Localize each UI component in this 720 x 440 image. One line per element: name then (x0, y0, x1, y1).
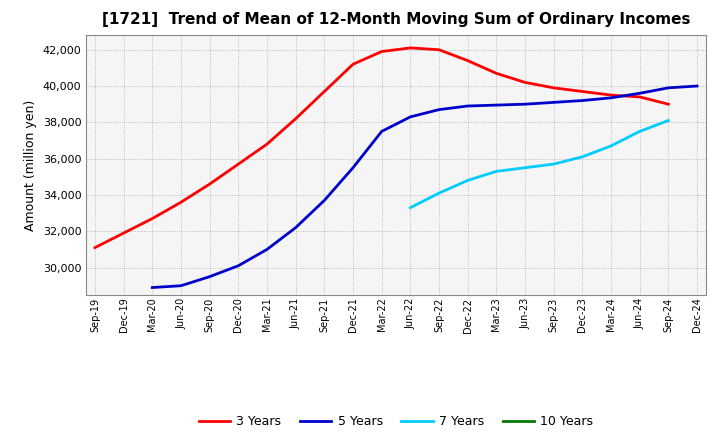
3 Years (406, 45, 415, 51)
3 Years (664, 102, 672, 107)
Y-axis label: Amount (million yen): Amount (million yen) (24, 99, 37, 231)
3 Years (120, 231, 128, 236)
5 Years (320, 198, 328, 203)
Line: 3 Years: 3 Years (95, 48, 668, 248)
5 Years (348, 165, 357, 170)
7 Years (435, 191, 444, 196)
5 Years (549, 100, 558, 105)
3 Years (549, 85, 558, 91)
3 Years (607, 92, 616, 98)
3 Years (377, 49, 386, 54)
3 Years (234, 161, 243, 167)
3 Years (176, 200, 185, 205)
Line: 5 Years: 5 Years (153, 86, 697, 287)
5 Years (148, 285, 157, 290)
5 Years (234, 263, 243, 268)
7 Years (521, 165, 529, 170)
3 Years (91, 245, 99, 250)
3 Years (635, 94, 644, 99)
3 Years (263, 142, 271, 147)
3 Years (292, 116, 300, 121)
5 Years (492, 103, 500, 108)
7 Years (549, 161, 558, 167)
3 Years (521, 80, 529, 85)
5 Years (377, 129, 386, 134)
3 Years (435, 47, 444, 52)
7 Years (492, 169, 500, 174)
Title: [1721]  Trend of Mean of 12-Month Moving Sum of Ordinary Incomes: [1721] Trend of Mean of 12-Month Moving … (102, 12, 690, 27)
5 Years (464, 103, 472, 109)
5 Years (578, 98, 587, 103)
3 Years (148, 216, 157, 221)
5 Years (205, 274, 214, 279)
7 Years (464, 178, 472, 183)
7 Years (406, 205, 415, 210)
3 Years (205, 181, 214, 187)
5 Years (406, 114, 415, 120)
5 Years (263, 247, 271, 252)
5 Years (664, 85, 672, 91)
5 Years (635, 91, 644, 96)
5 Years (693, 84, 701, 89)
5 Years (435, 107, 444, 112)
3 Years (578, 89, 587, 94)
Legend: 3 Years, 5 Years, 7 Years, 10 Years: 3 Years, 5 Years, 7 Years, 10 Years (194, 410, 598, 433)
5 Years (607, 95, 616, 100)
7 Years (635, 129, 644, 134)
7 Years (664, 118, 672, 123)
3 Years (492, 71, 500, 76)
Line: 7 Years: 7 Years (410, 121, 668, 208)
3 Years (464, 58, 472, 63)
5 Years (176, 283, 185, 288)
3 Years (348, 62, 357, 67)
7 Years (607, 143, 616, 149)
5 Years (292, 225, 300, 230)
7 Years (578, 154, 587, 159)
3 Years (320, 89, 328, 94)
5 Years (521, 102, 529, 107)
